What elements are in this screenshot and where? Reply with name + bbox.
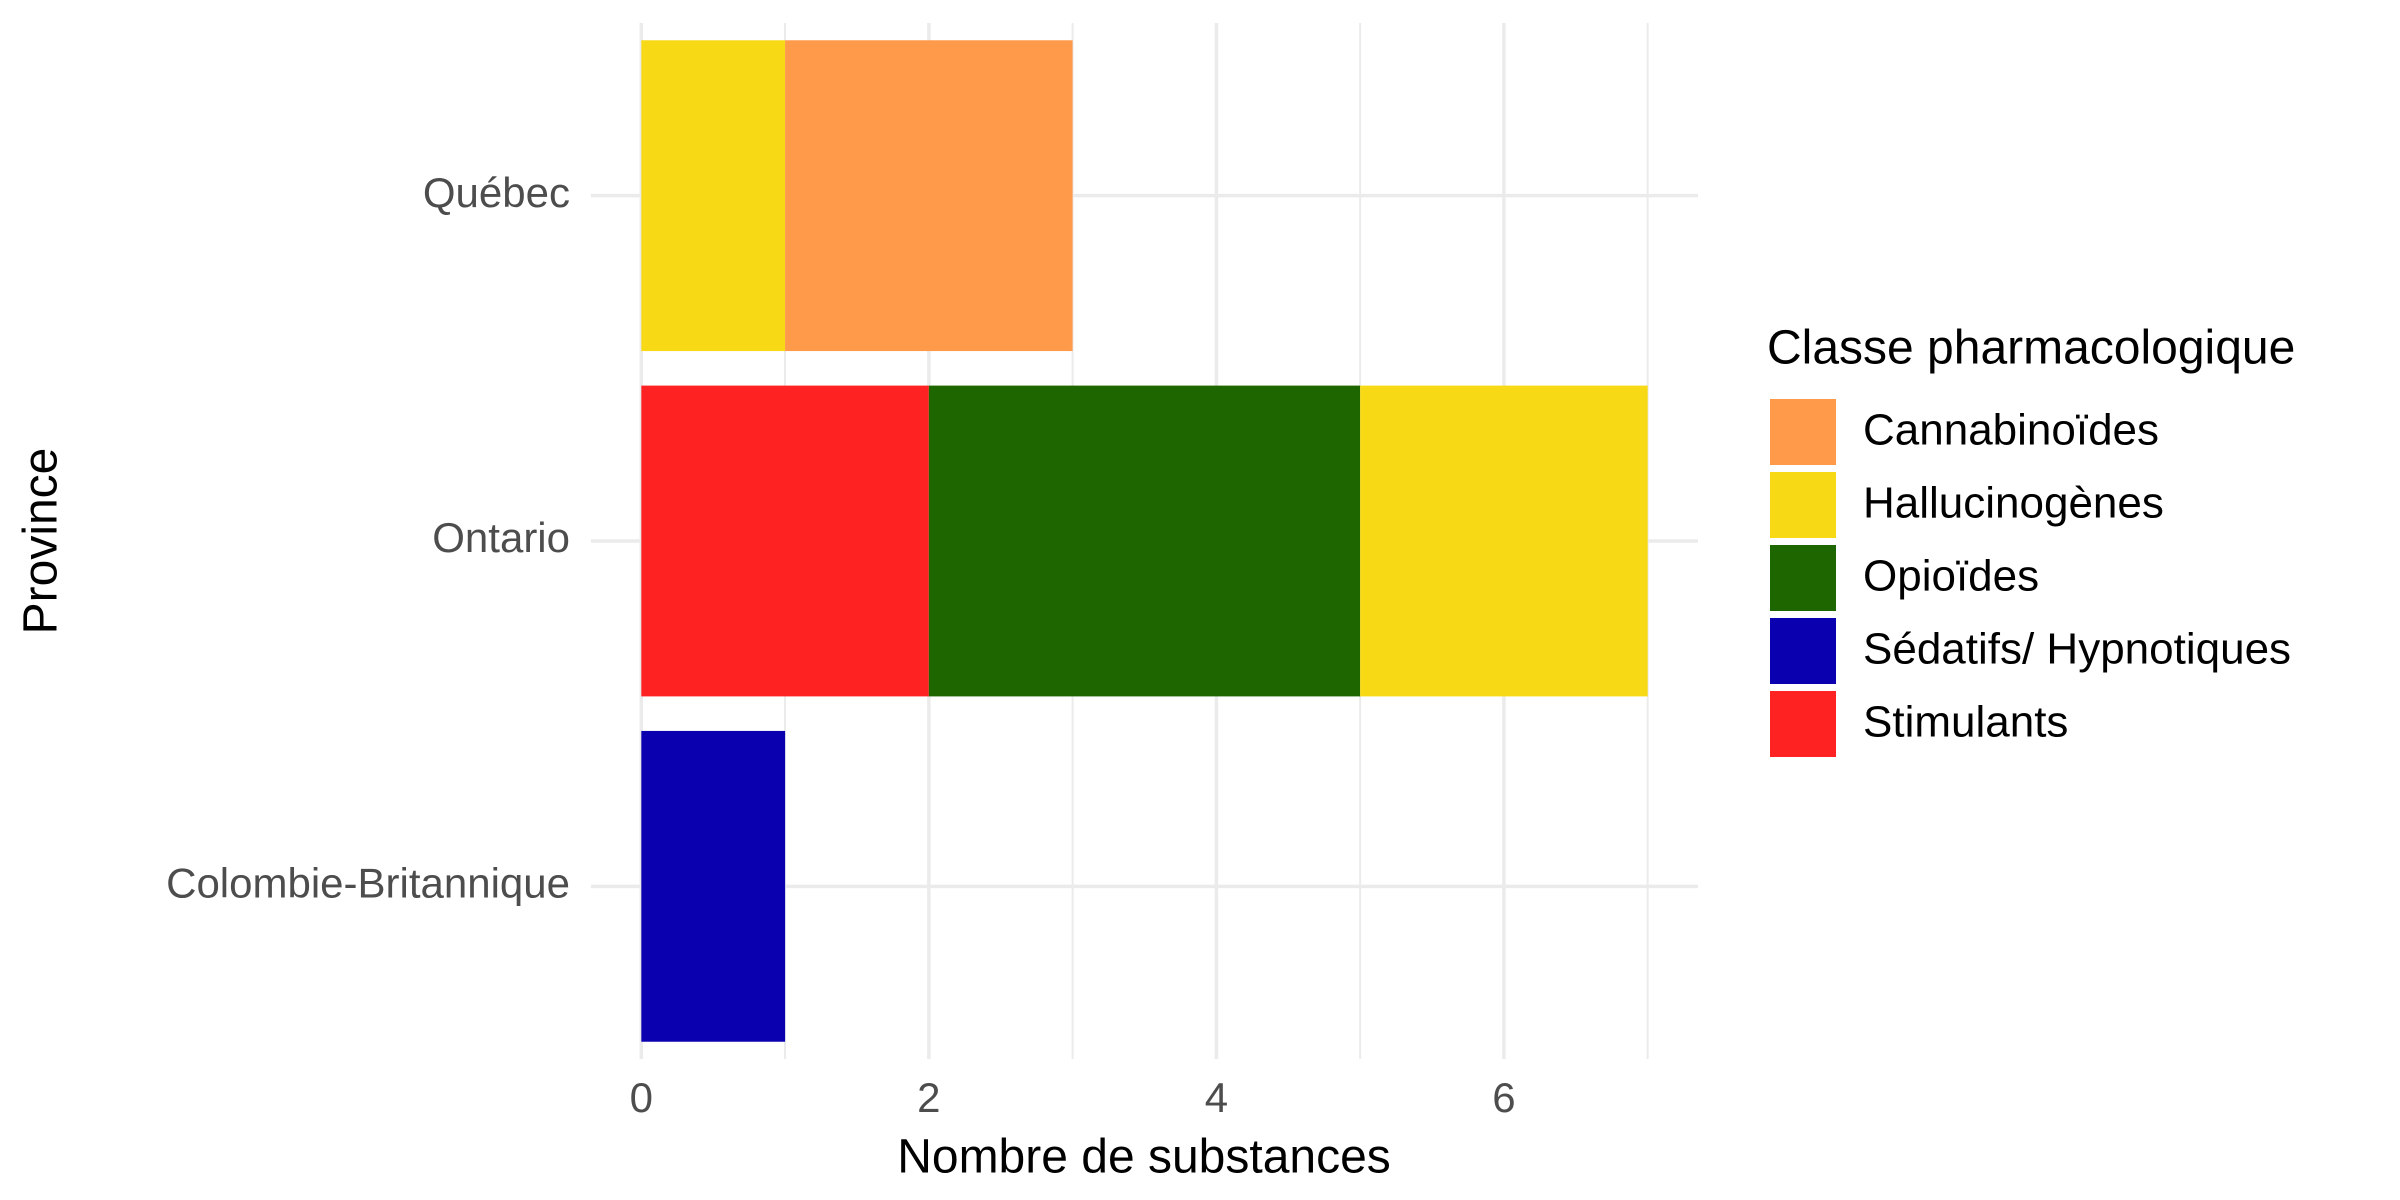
legend-key (1770, 545, 1836, 611)
legend-key (1770, 618, 1836, 684)
legend-key (1770, 399, 1836, 465)
y-tick-label: Québec (423, 169, 570, 216)
bar-segment (641, 40, 786, 352)
bar-segment (928, 385, 1361, 697)
legend-label: Opioïdes (1863, 552, 2039, 601)
x-tick-label: 4 (1205, 1074, 1228, 1121)
y-axis-title: Province (15, 448, 68, 635)
x-tick-label: 2 (917, 1074, 940, 1121)
legend-label: Sédatifs/ Hypnotiques (1863, 625, 2291, 674)
legend-label: Stimulants (1863, 698, 2068, 747)
bar-segment (641, 385, 929, 697)
bar-segment (1360, 385, 1648, 697)
bar-segment (641, 730, 786, 1042)
y-tick-label: Ontario (432, 514, 570, 561)
legend-key (1770, 472, 1836, 538)
y-tick-label: Colombie-Britannique (166, 859, 570, 906)
legend-key (1770, 691, 1836, 757)
x-axis-title: Nombre de substances (897, 1131, 1391, 1184)
x-tick-label: 0 (630, 1074, 653, 1121)
legend-label: Cannabinoïdes (1863, 406, 2159, 455)
legend-title: Classe pharmacologique (1767, 322, 2295, 375)
bar-segment (785, 40, 1073, 352)
legend-label: Hallucinogènes (1863, 479, 2164, 528)
x-tick-label: 6 (1492, 1074, 1515, 1121)
